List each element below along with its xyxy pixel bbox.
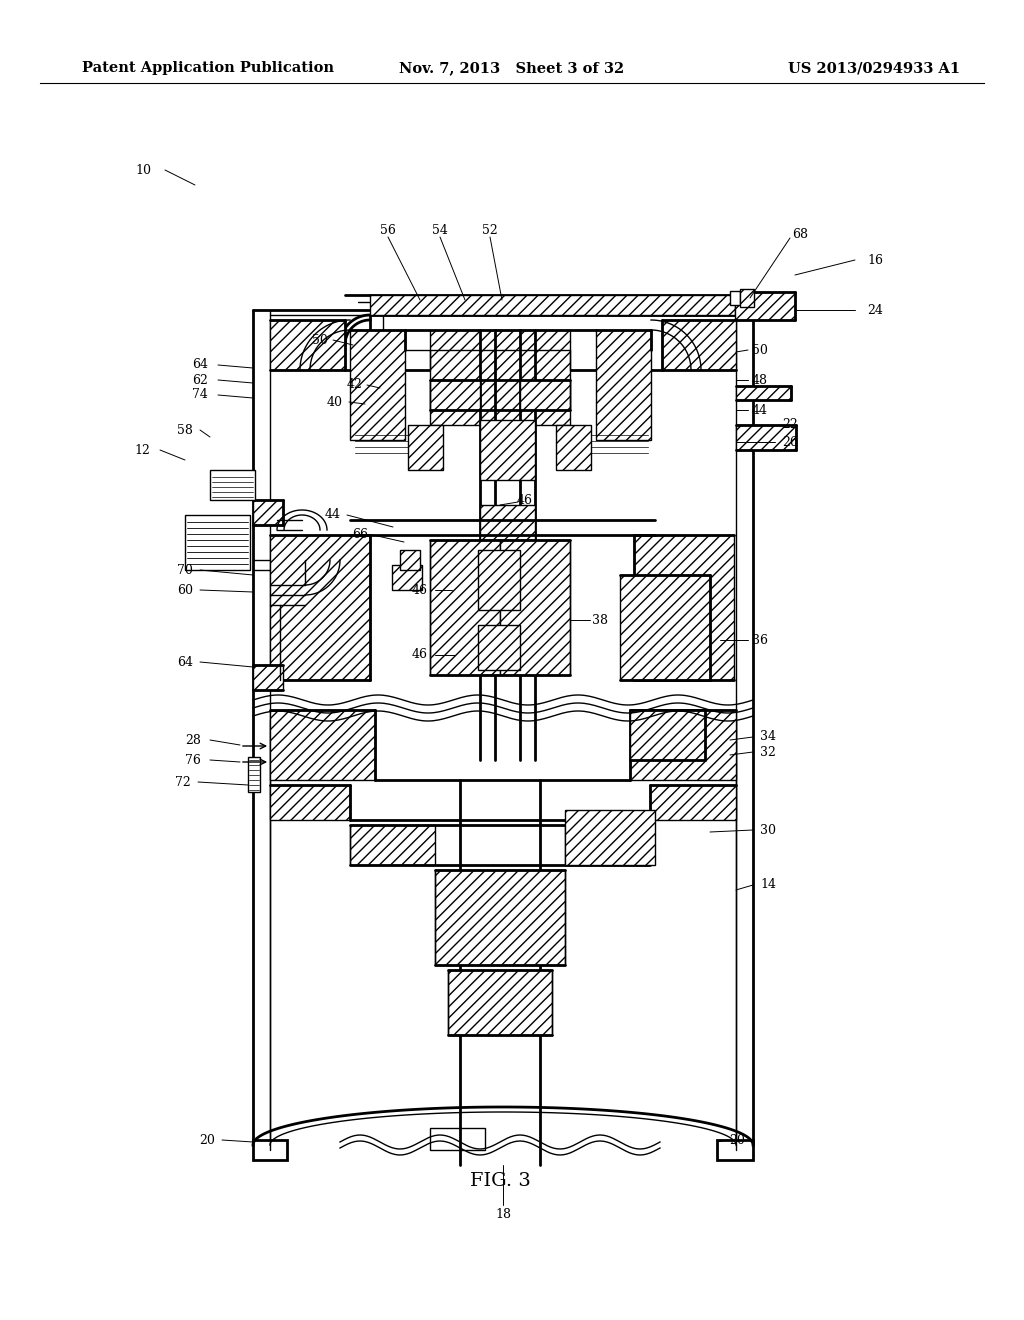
Bar: [630, 710, 705, 760]
Bar: [735, 292, 795, 319]
Text: 60: 60: [177, 583, 193, 597]
Bar: [392, 565, 422, 590]
Text: 58: 58: [177, 424, 193, 437]
Text: 72: 72: [175, 776, 190, 788]
Bar: [248, 756, 260, 792]
Text: 66: 66: [352, 528, 368, 541]
Text: 30: 30: [760, 824, 776, 837]
Bar: [730, 290, 740, 305]
Bar: [253, 665, 283, 690]
Text: Patent Application Publication: Patent Application Publication: [82, 61, 334, 75]
Bar: [253, 500, 283, 525]
Bar: [565, 825, 650, 865]
Text: 12: 12: [134, 444, 150, 457]
Bar: [736, 425, 796, 450]
Text: 74: 74: [193, 388, 208, 401]
Bar: [662, 319, 736, 370]
Bar: [565, 810, 655, 865]
Text: 46: 46: [412, 648, 428, 661]
Text: 46: 46: [412, 583, 428, 597]
Bar: [270, 785, 350, 820]
Text: 68: 68: [792, 228, 808, 242]
Text: 44: 44: [325, 508, 341, 521]
Text: 20: 20: [729, 1134, 744, 1147]
Text: 16: 16: [867, 253, 883, 267]
Bar: [650, 785, 736, 820]
Bar: [350, 330, 406, 440]
Bar: [270, 319, 345, 370]
Text: 50: 50: [312, 334, 328, 346]
Bar: [596, 330, 651, 440]
Text: 40: 40: [327, 396, 343, 408]
Text: 76: 76: [185, 754, 201, 767]
Bar: [350, 825, 435, 865]
Bar: [736, 385, 791, 400]
Text: US 2013/0294933 A1: US 2013/0294933 A1: [787, 61, 961, 75]
Text: 50: 50: [752, 343, 768, 356]
Text: Nov. 7, 2013   Sheet 3 of 32: Nov. 7, 2013 Sheet 3 of 32: [399, 61, 625, 75]
Bar: [520, 380, 570, 411]
Text: 38: 38: [592, 614, 608, 627]
Bar: [478, 624, 520, 671]
Bar: [556, 425, 591, 470]
Text: 24: 24: [867, 304, 883, 317]
Bar: [270, 710, 375, 780]
Bar: [430, 540, 500, 675]
Text: 34: 34: [760, 730, 776, 743]
Text: 64: 64: [177, 656, 193, 668]
Bar: [480, 420, 535, 480]
Text: 20: 20: [199, 1134, 215, 1147]
Bar: [430, 380, 480, 411]
Bar: [408, 425, 443, 470]
Text: 18: 18: [495, 1209, 511, 1221]
Bar: [620, 576, 710, 680]
Bar: [500, 540, 570, 675]
Text: 28: 28: [185, 734, 201, 747]
Text: 26: 26: [782, 436, 798, 449]
Bar: [210, 470, 255, 500]
Text: 44: 44: [752, 404, 768, 417]
Bar: [430, 330, 570, 425]
Bar: [370, 294, 735, 315]
Text: 32: 32: [760, 746, 776, 759]
Text: 70: 70: [177, 564, 193, 577]
Bar: [717, 1140, 753, 1160]
Text: 36: 36: [752, 634, 768, 647]
Text: 48: 48: [752, 374, 768, 387]
Text: 64: 64: [193, 359, 208, 371]
Bar: [634, 535, 734, 680]
Text: 52: 52: [482, 223, 498, 236]
Text: FIG. 3: FIG. 3: [470, 1172, 530, 1191]
Bar: [630, 710, 736, 780]
Bar: [253, 1140, 287, 1160]
Bar: [740, 289, 754, 308]
Text: 62: 62: [193, 374, 208, 387]
Text: 14: 14: [760, 879, 776, 891]
Bar: [270, 535, 370, 680]
Text: 42: 42: [347, 379, 362, 392]
Bar: [435, 870, 565, 965]
Bar: [478, 550, 520, 610]
Text: 22: 22: [782, 418, 798, 432]
Bar: [449, 970, 552, 1035]
Bar: [430, 1129, 485, 1150]
Text: 54: 54: [432, 223, 447, 236]
Bar: [185, 515, 250, 570]
Text: 46: 46: [517, 494, 534, 507]
Text: 56: 56: [380, 223, 396, 236]
Text: 10: 10: [135, 164, 151, 177]
Bar: [480, 506, 535, 540]
Bar: [400, 550, 420, 570]
